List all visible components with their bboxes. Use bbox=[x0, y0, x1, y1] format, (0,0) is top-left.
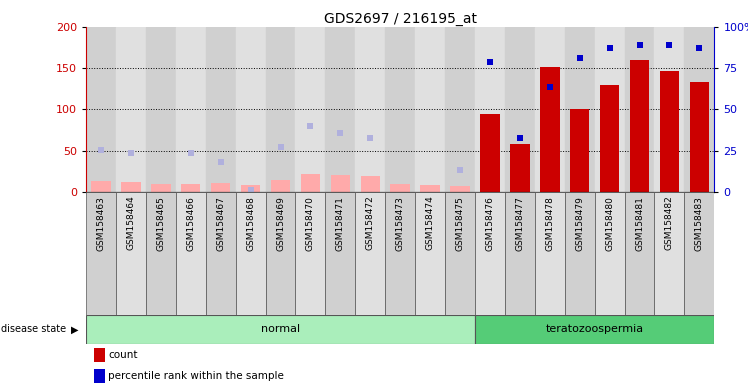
Bar bbox=[565, 192, 595, 315]
Text: count: count bbox=[108, 350, 138, 360]
Text: disease state: disease state bbox=[1, 324, 66, 334]
Text: GSM158479: GSM158479 bbox=[575, 196, 584, 251]
Bar bbox=[505, 192, 535, 315]
Bar bbox=[510, 144, 530, 192]
Bar bbox=[505, 27, 535, 192]
Bar bbox=[181, 184, 200, 192]
Bar bbox=[385, 192, 415, 315]
Text: GSM158481: GSM158481 bbox=[635, 196, 644, 251]
Text: GSM158464: GSM158464 bbox=[126, 196, 135, 250]
Text: GSM158483: GSM158483 bbox=[695, 196, 704, 251]
Bar bbox=[475, 27, 505, 192]
Text: GSM158474: GSM158474 bbox=[426, 196, 435, 250]
Bar bbox=[236, 27, 266, 192]
Bar bbox=[445, 27, 475, 192]
Bar bbox=[684, 192, 714, 315]
Bar bbox=[151, 184, 171, 192]
Bar bbox=[595, 27, 625, 192]
Bar bbox=[146, 192, 176, 315]
Text: GSM158477: GSM158477 bbox=[515, 196, 524, 251]
Text: GSM158476: GSM158476 bbox=[485, 196, 494, 251]
Bar bbox=[176, 27, 206, 192]
Bar bbox=[295, 192, 325, 315]
Bar bbox=[266, 27, 295, 192]
Text: GSM158472: GSM158472 bbox=[366, 196, 375, 250]
Bar bbox=[654, 192, 684, 315]
Text: GSM158467: GSM158467 bbox=[216, 196, 225, 251]
Bar bbox=[236, 192, 266, 315]
Bar bbox=[331, 175, 350, 192]
Text: GSM158466: GSM158466 bbox=[186, 196, 195, 251]
Bar bbox=[146, 27, 176, 192]
Bar bbox=[361, 176, 380, 192]
Bar bbox=[325, 27, 355, 192]
Bar bbox=[390, 184, 410, 192]
Bar bbox=[241, 185, 260, 192]
Bar bbox=[295, 27, 325, 192]
Text: GSM158480: GSM158480 bbox=[605, 196, 614, 251]
Bar bbox=[206, 192, 236, 315]
Bar bbox=[660, 71, 679, 192]
Bar bbox=[690, 82, 709, 192]
Bar bbox=[325, 192, 355, 315]
Bar bbox=[475, 315, 714, 344]
Bar bbox=[420, 185, 440, 192]
Title: GDS2697 / 216195_at: GDS2697 / 216195_at bbox=[324, 12, 476, 26]
Bar bbox=[91, 181, 111, 192]
Bar bbox=[415, 192, 445, 315]
Bar bbox=[535, 192, 565, 315]
Bar bbox=[206, 27, 236, 192]
Bar bbox=[600, 85, 619, 192]
Text: GSM158468: GSM158468 bbox=[246, 196, 255, 251]
Bar bbox=[450, 186, 470, 192]
Bar bbox=[86, 192, 116, 315]
Bar bbox=[684, 27, 714, 192]
Bar bbox=[630, 60, 649, 192]
Bar bbox=[266, 192, 295, 315]
Bar bbox=[211, 183, 230, 192]
Bar bbox=[116, 192, 146, 315]
Text: GSM158470: GSM158470 bbox=[306, 196, 315, 251]
Bar bbox=[176, 192, 206, 315]
Bar bbox=[475, 192, 505, 315]
Bar bbox=[595, 192, 625, 315]
Bar bbox=[385, 27, 415, 192]
Bar bbox=[565, 27, 595, 192]
Bar bbox=[625, 192, 654, 315]
Text: percentile rank within the sample: percentile rank within the sample bbox=[108, 371, 284, 381]
Bar bbox=[480, 114, 500, 192]
Bar bbox=[86, 27, 116, 192]
Bar bbox=[540, 66, 560, 192]
Bar bbox=[415, 27, 445, 192]
Bar bbox=[271, 180, 290, 192]
Text: GSM158482: GSM158482 bbox=[665, 196, 674, 250]
Text: teratozoospermia: teratozoospermia bbox=[545, 324, 644, 334]
Bar bbox=[570, 109, 589, 192]
Bar bbox=[355, 192, 385, 315]
Text: GSM158469: GSM158469 bbox=[276, 196, 285, 251]
Bar bbox=[301, 174, 320, 192]
Text: GSM158478: GSM158478 bbox=[545, 196, 554, 251]
Bar bbox=[625, 27, 654, 192]
Bar bbox=[121, 182, 141, 192]
Bar bbox=[445, 192, 475, 315]
Bar bbox=[654, 27, 684, 192]
Text: GSM158463: GSM158463 bbox=[96, 196, 105, 251]
Text: ▶: ▶ bbox=[71, 324, 79, 334]
Text: normal: normal bbox=[261, 324, 300, 334]
Text: GSM158475: GSM158475 bbox=[456, 196, 465, 251]
Text: GSM158471: GSM158471 bbox=[336, 196, 345, 251]
Text: GSM158465: GSM158465 bbox=[156, 196, 165, 251]
Bar bbox=[116, 27, 146, 192]
Bar bbox=[86, 315, 475, 344]
Bar bbox=[355, 27, 385, 192]
Text: GSM158473: GSM158473 bbox=[396, 196, 405, 251]
Bar bbox=[535, 27, 565, 192]
